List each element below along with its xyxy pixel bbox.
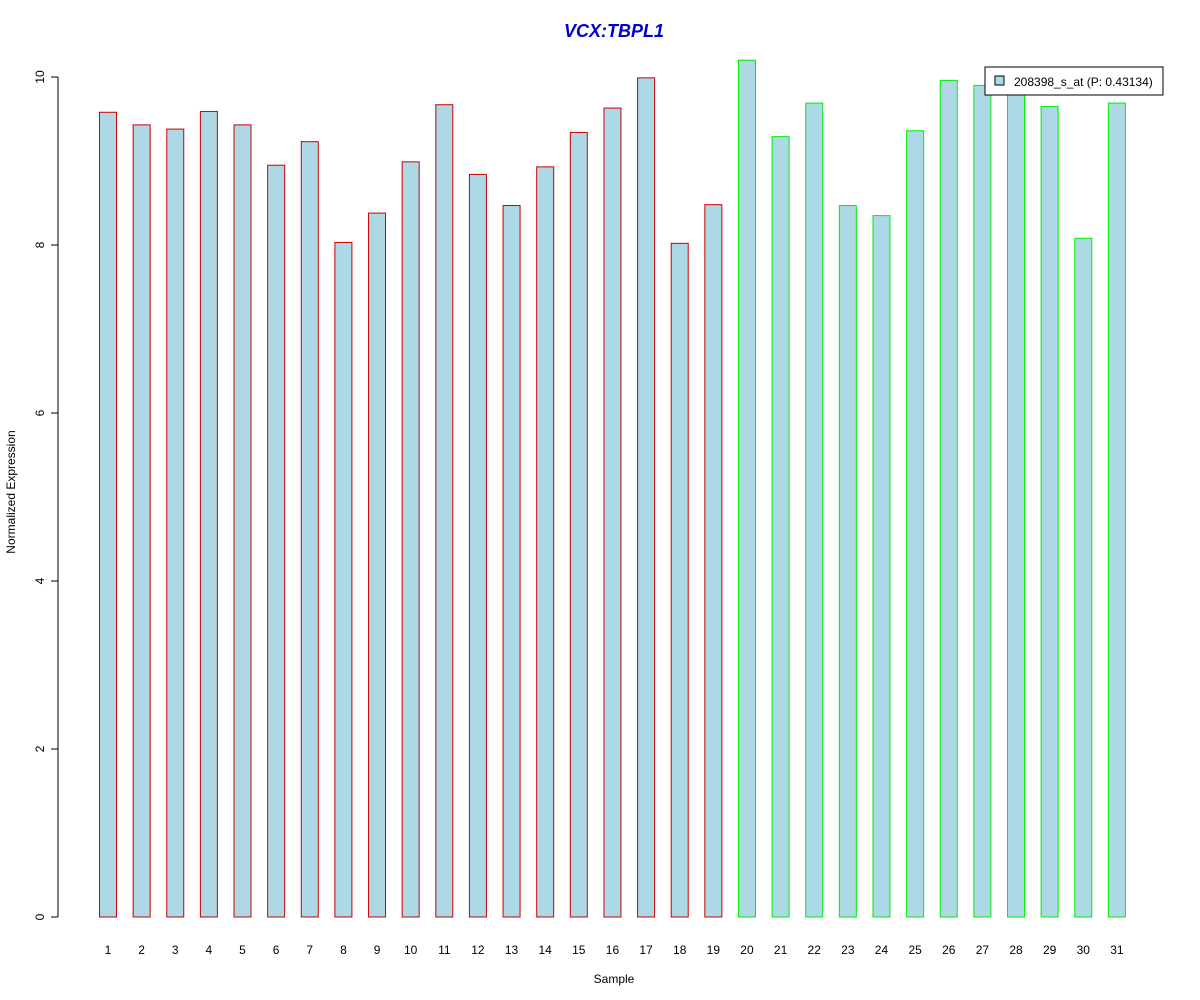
x-tick-label: 7	[306, 943, 313, 957]
bar-sample-30	[1074, 237, 1093, 918]
x-tick-label: 15	[572, 943, 586, 957]
x-tick-label: 10	[404, 943, 418, 957]
bar-sample-10	[401, 161, 420, 918]
bar-sample-15	[569, 131, 588, 918]
x-tick-label: 13	[505, 943, 519, 957]
x-tick-label: 24	[875, 943, 889, 957]
x-tick-label: 3	[172, 943, 179, 957]
y-axis: 0 2 4 6 8 10	[33, 70, 59, 920]
bar-sample-6	[267, 164, 286, 918]
bar-sample-19	[704, 204, 723, 918]
x-tick-label: 8	[340, 943, 347, 957]
legend-label: 208398_s_at (P: 0.43134)	[1014, 75, 1153, 89]
bar-sample-7	[300, 141, 319, 918]
y-axis-title: Normalized Expression	[4, 430, 18, 553]
bar-sample-17	[637, 77, 656, 918]
bar-sample-29	[1040, 105, 1059, 918]
y-tick-label: 8	[33, 241, 47, 248]
x-tick-label: 19	[707, 943, 721, 957]
x-tick-label: 16	[606, 943, 620, 957]
x-tick-label: 17	[639, 943, 653, 957]
y-tick-label: 0	[33, 913, 47, 920]
x-tick-label: 27	[976, 943, 990, 957]
bar-sample-8	[334, 241, 353, 918]
bar-sample-28	[1007, 93, 1026, 918]
chart-title: VCX:TBPL1	[564, 21, 664, 41]
bar-sample-31	[1107, 102, 1126, 918]
x-tick-label: 22	[808, 943, 822, 957]
x-tick-label: 31	[1110, 943, 1124, 957]
bar-sample-14	[536, 166, 555, 918]
bar-sample-13	[502, 205, 521, 918]
bar-sample-27	[973, 84, 992, 918]
x-tick-label: 14	[539, 943, 553, 957]
bar-sample-21	[771, 136, 790, 918]
x-tick-label: 2	[138, 943, 145, 957]
legend-swatch	[994, 75, 1005, 86]
x-tick-label: 20	[740, 943, 754, 957]
legend-box	[984, 66, 1164, 96]
y-tick-label: 4	[33, 577, 47, 584]
bar-sample-24	[872, 215, 891, 918]
bar-sample-25	[906, 130, 925, 918]
bar-sample-26	[939, 79, 958, 918]
legend: 208398_s_at (P: 0.43134)	[984, 66, 1164, 96]
bar-sample-4	[199, 110, 218, 918]
y-tick-label: 2	[33, 745, 47, 752]
bar-sample-18	[670, 242, 689, 918]
y-tick-label: 6	[33, 409, 47, 416]
x-tick-label: 23	[841, 943, 855, 957]
bar-sample-11	[435, 104, 454, 918]
x-tick-label: 21	[774, 943, 788, 957]
x-axis-title: Sample	[594, 972, 635, 986]
bar-sample-20	[737, 59, 756, 918]
bar-sample-9	[368, 212, 387, 918]
x-tick-label: 18	[673, 943, 687, 957]
x-tick-label: 28	[1009, 943, 1023, 957]
x-tick-label: 1	[105, 943, 112, 957]
bar-sample-1	[99, 111, 117, 918]
bar-sample-5	[233, 124, 252, 918]
bar-sample-22	[805, 102, 824, 918]
x-tick-label: 25	[908, 943, 922, 957]
x-tick-label: 11	[438, 943, 451, 957]
x-tick-label: 6	[273, 943, 280, 957]
x-tick-label: 26	[942, 943, 956, 957]
bar-sample-16	[603, 107, 622, 918]
x-tick-label: 9	[374, 943, 381, 957]
x-tick-labels: 1 2 3 4 5 6 7 8 9 10 11 12 13 14 15 16 17 18 19 20 21 22 23 24 2…	[105, 943, 1124, 957]
x-tick-label: 30	[1077, 943, 1091, 957]
x-tick-label: 12	[471, 943, 485, 957]
bar-sample-2	[132, 124, 151, 918]
bars	[99, 59, 1126, 918]
x-tick-label: 5	[239, 943, 246, 957]
x-tick-label: 4	[206, 943, 213, 957]
bar-sample-3	[166, 128, 185, 918]
bar-sample-12	[468, 173, 487, 918]
x-tick-label: 29	[1043, 943, 1057, 957]
y-tick-label: 10	[33, 70, 47, 84]
bar-sample-23	[838, 205, 857, 918]
